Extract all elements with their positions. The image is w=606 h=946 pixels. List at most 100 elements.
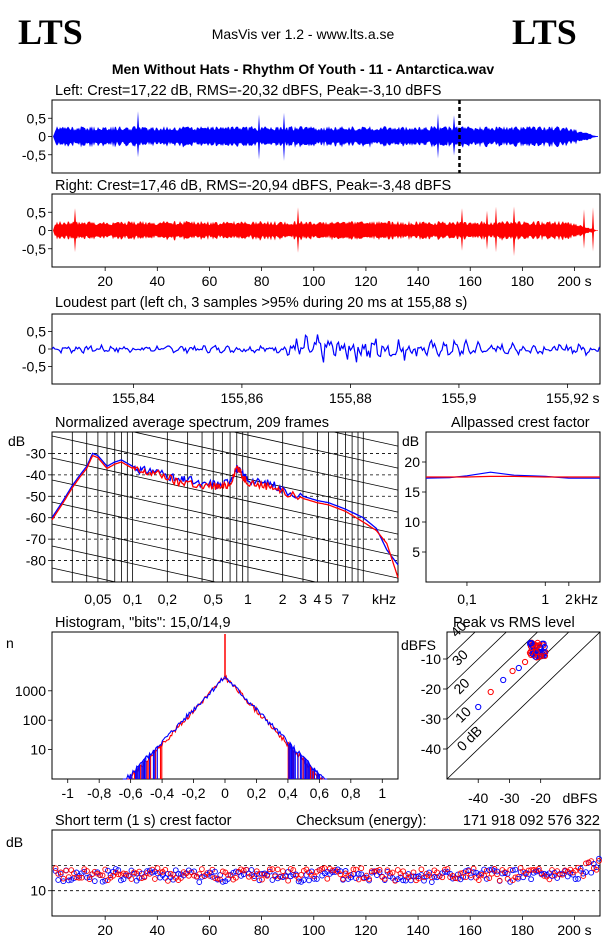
short-term-crest-point-right (102, 866, 109, 873)
spectrum-series-left (51, 452, 399, 566)
short-term-crest-point-left (65, 877, 72, 884)
x-tick-label: 160 (459, 922, 483, 938)
short-term-crest-point-right (536, 866, 542, 872)
short-term-crest-point-right (57, 869, 64, 876)
short-term-crest-point-left (311, 876, 318, 882)
short-term-crest-point-right (475, 877, 482, 883)
short-term-crest-point-left (154, 870, 161, 877)
short-term-crest-point-left (91, 878, 98, 884)
short-term-crest-point-right (146, 870, 153, 877)
x-tick-label: 0 (221, 785, 229, 801)
app-title: MasVis ver 1.2 - www.lts.a.se (212, 26, 395, 42)
short-term-crest-point-right (128, 876, 135, 882)
short-term-crest-point-left (219, 879, 226, 885)
loudest-part-series-left (51, 333, 601, 363)
peak-rms-point-right (526, 649, 534, 657)
peak-rms-point-left (528, 640, 535, 647)
y-tick-label: 0,5 (27, 324, 47, 340)
short-term-crest-point-left (55, 877, 62, 883)
spectrum-frame (51, 431, 399, 583)
short-term-crest-point-right (434, 869, 440, 876)
x-tick-label: 120 (354, 922, 378, 938)
peak-rms-point (487, 688, 494, 696)
peak-vs-rms-title: Peak vs RMS level (453, 615, 575, 631)
x-tick-label: 80 (254, 273, 270, 289)
x-tick-label: -0,2 (181, 785, 205, 801)
short-term-crest-point-left (248, 867, 255, 873)
x-tick-label: 1 (378, 785, 386, 801)
short-term-crest-point-left (528, 876, 534, 883)
short-term-crest-point-right (353, 866, 359, 873)
x-tick-label: 0,2 (158, 591, 178, 607)
x-tick-label: 0,8 (341, 785, 361, 801)
short-term-crest-panel: Short term (1 s) crest factor Checksum (… (6, 813, 602, 938)
crest-diagonal (447, 632, 507, 690)
spectrum-slope-line (231, 432, 398, 469)
x-tick-label: 0,6 (310, 785, 330, 801)
short-term-crest-point-right (167, 870, 174, 877)
x-tick-label: 155,92 (546, 390, 589, 406)
x-unit-label: kHz (372, 591, 396, 607)
short-term-crest-point-right (233, 874, 239, 881)
short-term-crest-point-left (165, 870, 171, 877)
x-tick-label: 140 (406, 273, 430, 289)
short-term-crest-point-left (596, 855, 602, 862)
short-term-crest-point-left (455, 871, 461, 878)
x-tick-label: 200 s (557, 922, 591, 938)
short-term-crest-point-left (209, 874, 216, 880)
short-term-crest-point-right (131, 869, 137, 876)
x-tick-label: 0,5 (203, 591, 223, 607)
y-tick-label: 15 (404, 484, 420, 500)
file-title: Men Without Hats - Rhythm Of Youth - 11 … (112, 61, 495, 77)
y-tick-label: -80 (26, 553, 46, 569)
x-tick-label: 7 (342, 591, 350, 607)
x-tick-label: 0,1 (123, 591, 143, 607)
short-term-crest-point-right (287, 866, 294, 872)
short-term-crest-point-right (86, 876, 93, 883)
short-term-crest-point-right (71, 870, 77, 877)
short-term-crest-point-right (282, 872, 289, 879)
short-term-crest-point-left (376, 869, 383, 875)
crest-diagonal-label: 30 (449, 646, 471, 668)
peak-rms-point (515, 664, 522, 672)
y-tick-label: -30 (26, 445, 46, 461)
short-term-crest-point-left (57, 871, 64, 877)
short-term-crest-point-right (523, 871, 529, 877)
short-term-crest-point-left (118, 877, 124, 884)
x-tick-label: 0,4 (278, 785, 298, 801)
x-tick-label: -30 (499, 790, 519, 806)
short-term-crest-point-left (81, 868, 88, 875)
short-term-crest-point-left (342, 868, 349, 874)
short-term-crest-point-right (400, 868, 406, 875)
short-term-crest-point-right (418, 866, 425, 873)
x-tick-label: 180 (511, 922, 535, 938)
x-tick-label: 4 (313, 591, 321, 607)
short-term-crest-point-right (421, 874, 427, 881)
x-tick-label: 100 (302, 273, 326, 289)
left-waveform-panel: Left: Crest=17,22 dB, RMS=-20,32 dBFS, P… (22, 83, 601, 174)
short-term-crest-point-left (575, 876, 581, 882)
y-tick-label: 20 (404, 454, 420, 470)
short-term-crest-point-right (162, 866, 169, 873)
x-tick-label: 100 (302, 922, 326, 938)
short-term-crest-point-left (259, 870, 265, 877)
short-term-crest-point-left (572, 876, 579, 882)
short-term-crest-point-left (102, 877, 109, 884)
short-term-crest-point-right (596, 858, 602, 864)
crest-factor-frame (425, 431, 601, 583)
histogram-ylabel: n (6, 635, 14, 651)
x-tick-label: 140 (406, 922, 430, 938)
short-term-crest-point-left (426, 869, 433, 876)
y-tick-label: 10 (404, 514, 420, 530)
short-term-crest-point-right (290, 867, 297, 873)
x-tick-label: 155,88 (329, 390, 372, 406)
short-term-crest-point-right (99, 872, 106, 879)
short-term-crest-point-right (355, 876, 362, 883)
short-term-crest-point-right (78, 874, 85, 881)
x-tick-label: 200 s (557, 273, 591, 289)
short-term-crest-point-right (478, 871, 485, 878)
checksum-value: 171 918 092 576 322 (463, 813, 600, 829)
x-tick-label: 3 (299, 591, 307, 607)
short-term-crest-point-right (84, 868, 90, 874)
peak-rms-point (475, 703, 482, 711)
